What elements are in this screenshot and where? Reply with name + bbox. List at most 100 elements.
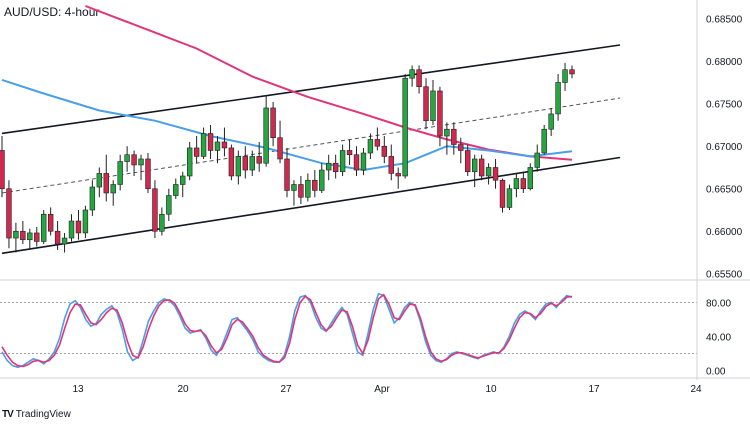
candle-body [520,178,527,190]
candle-body [249,156,255,171]
time-tick-label: 24 [690,384,702,395]
candle-body [367,139,374,154]
time-tick-label: Apr [374,384,390,395]
stoch-tick-label: 80.00 [706,298,731,309]
time-tick-label: 13 [72,384,84,395]
candle-body [131,154,137,166]
candle-body [381,145,388,157]
candle [103,154,109,202]
stoch-k-line [1,292,573,369]
candle-body [305,179,311,198]
candle [465,144,471,176]
candle [353,146,360,176]
candle [402,73,408,179]
candle [499,178,506,213]
candle-body [374,139,381,147]
candle-body [89,186,96,211]
candle-body [541,128,547,154]
candle-body [499,179,506,208]
price-tick-label: 0.68500 [706,15,743,26]
candle [492,158,499,189]
candle [298,175,304,205]
tradingview-branding[interactable]: TV TradingView [2,409,71,420]
candle-body [569,69,575,75]
channel-mid-line [1,97,621,194]
candle [68,214,75,242]
candle [437,86,443,147]
candle [367,133,374,159]
candle-body [430,90,436,122]
candle [520,171,527,193]
candle [548,107,554,137]
candle [200,127,207,159]
price-tick-label: 0.66000 [706,227,743,238]
candle [207,124,214,159]
candle [381,136,388,164]
candle [291,180,297,206]
candle [96,167,103,198]
candle [82,205,89,239]
candle-body [332,162,339,173]
candle [221,127,228,157]
candle [527,163,533,191]
candle-body [277,137,283,160]
candle-body [291,184,297,191]
candle-body [75,220,82,234]
candle [27,228,33,250]
candle [263,95,269,167]
candle-body [13,230,19,239]
candle-body [47,213,54,232]
candle-body [180,175,186,185]
candle-body [346,150,353,156]
candle [332,154,339,179]
candle [152,180,158,239]
time-tick-label: 17 [588,384,600,395]
candle [555,73,561,121]
candle [34,226,40,247]
tradingview-label: TradingView [15,409,71,420]
candle-body [54,230,61,245]
candle-body [298,184,304,198]
candle [423,78,429,130]
candle [193,136,200,164]
candle [284,147,290,198]
candle-body [339,150,346,173]
candle [374,127,381,151]
candle [0,136,5,198]
price-tick-label: 0.68000 [706,57,743,68]
candle-body [353,154,360,171]
candle [159,207,165,236]
candle [451,122,457,155]
candle [235,150,242,185]
candle-body [41,213,47,242]
candle-body [68,220,75,239]
sma-slow-line [85,5,573,161]
price-tick-label: 0.66500 [706,185,743,196]
candle-body [159,213,165,232]
candle-body [27,232,33,241]
candle-body [6,188,12,239]
stoch-d-line [1,293,573,368]
price-tick-label: 0.67500 [706,100,743,111]
candle [256,141,262,172]
candle [569,65,575,79]
candle [145,153,151,193]
candle [319,163,325,193]
candle-body [548,113,554,130]
candle-body [0,150,5,190]
candle [166,188,172,222]
candle [458,137,464,164]
candle-body [326,162,332,171]
candle-body [256,156,262,164]
candle-body [96,173,103,188]
candle [388,144,394,181]
candle-body [492,167,499,181]
candle [277,120,283,164]
candle [346,139,353,165]
candle [471,154,478,188]
candle-body [534,152,540,168]
candle [89,180,96,216]
chart-title: AUD/USD: 4-hour [4,5,100,19]
stoch-tick-label: 0.00 [706,367,726,378]
